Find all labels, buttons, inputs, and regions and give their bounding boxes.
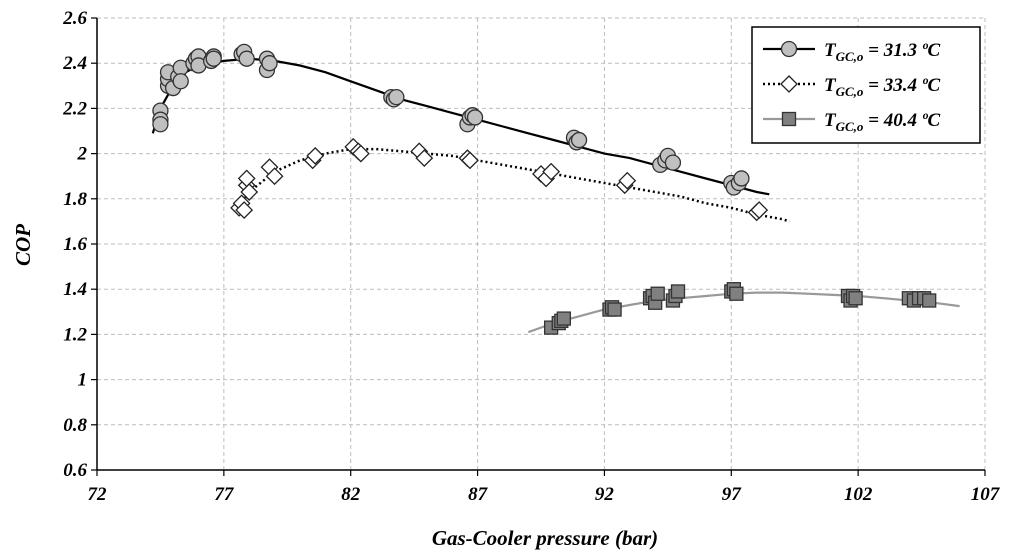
x-tick-label: 77 [214, 484, 235, 505]
x-tick-label: 92 [595, 484, 615, 505]
series-1-point [172, 73, 189, 90]
series-2-point [306, 146, 325, 165]
y-tick-label: 1 [78, 370, 88, 391]
series-2-point [235, 201, 254, 220]
series-2-point [542, 162, 561, 181]
series-2-point [618, 171, 637, 190]
series-1-point [733, 170, 750, 187]
legend-marker-2 [780, 75, 798, 93]
series-3-point [729, 286, 744, 301]
series-2-point [415, 149, 434, 168]
legend-label-2: TGC,o = 33.4 ºC [824, 75, 940, 99]
x-axis-title: Gas-Cooler pressure (bar) [432, 526, 658, 550]
series-1-point [466, 109, 484, 126]
series-1-point [664, 154, 682, 171]
y-tick-label: 1.4 [63, 279, 87, 300]
series-2-point [351, 144, 370, 163]
series-3-point [607, 302, 622, 317]
legend: TGC,o = 31.3 ºC TGC,o = 33.4 ºC TGC,o = 40… [751, 26, 981, 144]
series-2-curve [235, 147, 790, 223]
series-2-point [240, 183, 259, 201]
y-tick-label: 1.8 [63, 189, 87, 210]
y-tick-label: 1.6 [63, 234, 87, 255]
y-tick-label: 0.6 [63, 460, 87, 481]
series-3-curve [527, 291, 960, 334]
y-tick-label: 2.6 [62, 8, 87, 29]
y-axis-title: COP [11, 224, 35, 266]
series-1-point [388, 88, 405, 106]
series-2-point [265, 167, 284, 186]
tick-labels: 72 77 82 87 92 97 102 107 0.6 0.8 1 1.2 1.4 1.6 1.8 2 2.… [62, 8, 1001, 505]
axes [91, 17, 986, 476]
legend-marker-1 [780, 40, 798, 58]
series-2-point [750, 201, 769, 220]
series-3-point [556, 311, 571, 326]
series-1-point [152, 116, 169, 133]
series-2-point [461, 151, 479, 170]
series-3-point [848, 291, 863, 306]
x-tick-label: 97 [722, 484, 743, 505]
y-tick-label: 2.2 [62, 98, 87, 119]
data-points [152, 43, 937, 335]
series-1-point [205, 50, 222, 67]
y-tick-label: 2.4 [62, 53, 87, 74]
x-tick-label: 107 [971, 484, 1001, 505]
series-3-point [650, 286, 665, 301]
series-3-point [922, 293, 937, 308]
legend-label-1: TGC,o = 31.3 ºC [824, 40, 940, 64]
legend-marker-3 [781, 111, 797, 127]
y-tick-label: 0.8 [63, 415, 87, 436]
series-1-point [238, 50, 255, 67]
x-tick-label: 87 [468, 484, 489, 505]
series-1-point [261, 55, 278, 72]
x-tick-label: 72 [88, 484, 108, 505]
y-tick-label: 1.2 [63, 324, 87, 345]
series-3-point [670, 284, 686, 299]
series-1-point [570, 131, 588, 149]
x-tick-label: 82 [341, 484, 361, 505]
legend-label-3: TGC,o = 40.4 ºC [824, 110, 940, 134]
x-tick-label: 102 [844, 484, 873, 505]
y-tick-label: 2 [77, 144, 88, 165]
